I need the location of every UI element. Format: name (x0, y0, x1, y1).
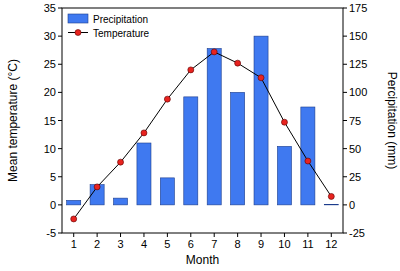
marker (118, 159, 124, 165)
y-tick (58, 148, 62, 149)
x-tick (190, 233, 191, 237)
x-axis-label: Month (186, 253, 219, 267)
x-tick-label: 11 (302, 238, 313, 250)
y2-tick-label: 25 (349, 171, 361, 183)
bar (90, 185, 104, 205)
y-tick-label: 15 (44, 115, 56, 127)
x-tick (261, 233, 262, 237)
x-tick-label: 2 (94, 238, 100, 250)
marker (141, 130, 147, 136)
y2-tick-label: 0 (349, 199, 355, 211)
bar (301, 107, 315, 205)
bar (137, 143, 151, 205)
y2-tick-label: 50 (349, 143, 361, 155)
y-tick (58, 233, 62, 234)
marker (94, 184, 100, 190)
y-axis-label: Mean temperature (°C) (6, 59, 20, 182)
bar (254, 36, 268, 205)
x-tick (73, 233, 74, 237)
y2-tick (343, 92, 347, 93)
y2-tick (343, 204, 347, 205)
marker (328, 193, 334, 199)
bar (207, 49, 221, 205)
marker (235, 60, 241, 66)
y2-tick (343, 36, 347, 37)
x-tick (120, 233, 121, 237)
temperature-line (74, 52, 332, 219)
x-tick (143, 233, 144, 237)
x-tick-label: 4 (141, 238, 147, 250)
x-tick-label: 12 (325, 238, 337, 250)
y-tick-label: 25 (44, 58, 56, 70)
y2-tick (343, 233, 347, 234)
y-tick (58, 176, 62, 177)
marker (188, 67, 194, 73)
marker (305, 158, 311, 164)
y-tick (58, 64, 62, 65)
x-tick (307, 233, 308, 237)
marker (164, 96, 170, 102)
marker (258, 75, 264, 81)
bar (324, 204, 338, 206)
chart: -505101520253035-25025507510012515017512… (0, 0, 400, 271)
x-tick-label: 3 (117, 238, 123, 250)
y-tick-label: 30 (44, 30, 56, 42)
y-tick-label: 5 (50, 171, 56, 183)
legend-label: Precipitation (93, 14, 148, 25)
y2-axis-label: Percipitation (mm) (385, 72, 399, 169)
y-tick-label: 20 (44, 86, 56, 98)
y2-tick-label: 125 (349, 58, 367, 70)
y2-tick (343, 176, 347, 177)
y2-tick (343, 64, 347, 65)
x-tick (97, 233, 98, 237)
y2-tick (343, 148, 347, 149)
y2-tick-label: 75 (349, 115, 361, 127)
x-tick-label: 10 (278, 238, 290, 250)
y-tick (58, 92, 62, 93)
legend-marker (75, 30, 81, 36)
y-tick (58, 120, 62, 121)
x-tick-label: 8 (235, 238, 241, 250)
x-tick-label: 9 (258, 238, 264, 250)
bar (184, 97, 198, 205)
x-tick (214, 233, 215, 237)
legend-label: Temperature (93, 28, 150, 39)
x-tick-label: 5 (164, 238, 170, 250)
y-tick (58, 8, 62, 9)
y2-tick (343, 120, 347, 121)
y-tick-label: -5 (46, 227, 56, 239)
x-tick (237, 233, 238, 237)
legend-swatch (68, 14, 88, 23)
y-tick (58, 36, 62, 37)
marks (67, 36, 339, 222)
y-tick-label: 35 (44, 2, 56, 14)
x-tick (331, 233, 332, 237)
legend: Precipitation Temperature (68, 14, 150, 39)
x-tick (167, 233, 168, 237)
x-tick-label: 1 (71, 238, 77, 250)
y2-tick-label: 100 (349, 86, 367, 98)
y-tick-label: 10 (44, 143, 56, 155)
bar (160, 178, 174, 205)
marker (281, 119, 287, 125)
y2-tick (343, 8, 347, 9)
y2-tick-label: 150 (349, 30, 367, 42)
marker (71, 216, 77, 222)
y2-tick-label: 175 (349, 2, 367, 14)
bar (231, 92, 245, 205)
y2-tick-label: -25 (349, 227, 365, 239)
y-tick-label: 0 (50, 199, 56, 211)
bar (277, 146, 291, 205)
bar (114, 198, 128, 205)
x-tick-label: 6 (188, 238, 194, 250)
y-tick (58, 204, 62, 205)
x-tick-label: 7 (211, 238, 217, 250)
plot-frame (62, 8, 343, 233)
x-tick (284, 233, 285, 237)
bar (67, 200, 81, 205)
marker (211, 49, 217, 55)
